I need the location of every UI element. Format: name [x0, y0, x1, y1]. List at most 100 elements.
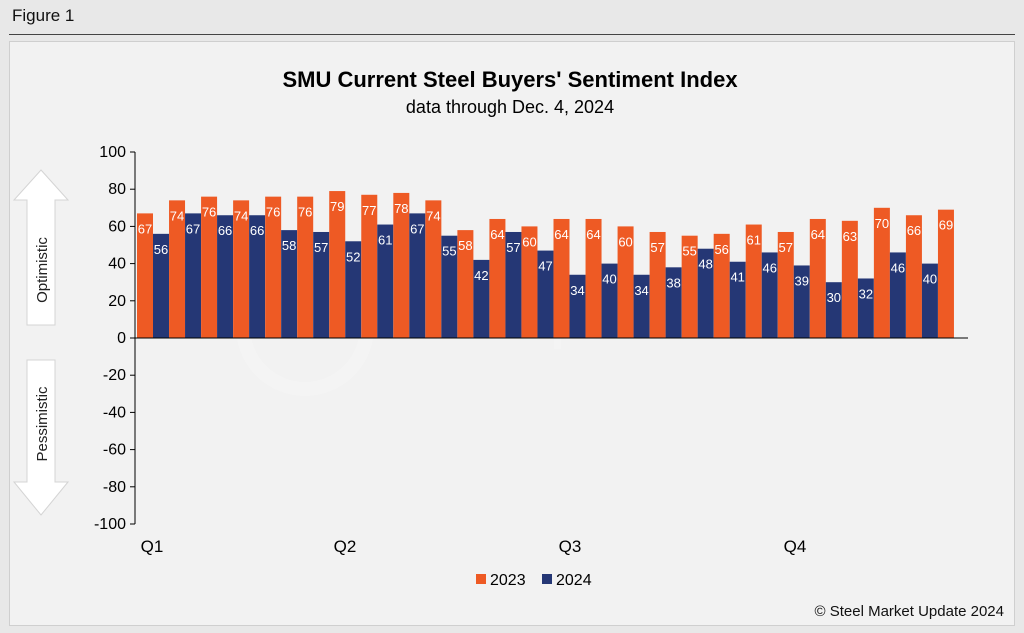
data-label-2023: 76 [266, 205, 280, 220]
bar-2024 [665, 267, 682, 338]
bar-2024 [505, 231, 522, 338]
optimistic-arrow-icon: Optimistic [12, 169, 70, 326]
bar-2023 [713, 233, 730, 338]
data-label-2024: 57 [314, 240, 328, 255]
data-label-2024: 48 [698, 257, 712, 272]
bar-2024 [217, 215, 234, 338]
data-label-2023: 60 [618, 234, 632, 249]
data-label-2024: 34 [634, 283, 648, 298]
bar-2024 [313, 231, 330, 338]
y-tick-label: -60 [103, 442, 126, 459]
data-label-2023: 64 [811, 227, 825, 242]
y-tick-label: 40 [108, 256, 126, 273]
data-label-2023: 64 [554, 227, 568, 242]
data-label-2023: 76 [298, 205, 312, 220]
bar-2024 [761, 252, 778, 338]
bar-2024 [153, 233, 169, 338]
data-label-2024: 57 [506, 240, 520, 255]
data-label-2023: 76 [202, 205, 216, 220]
bar-2023 [329, 191, 346, 338]
legend-swatch-2024 [542, 574, 552, 584]
data-label-2024: 56 [154, 242, 168, 257]
bar-2023 [201, 196, 218, 338]
x-axis: Q1 Q2 Q3 Q4 [135, 337, 968, 556]
data-label-2024: 41 [730, 270, 744, 285]
data-label-2024: 34 [570, 283, 584, 298]
bar-2024 [569, 274, 586, 338]
bar-2024 [825, 282, 842, 338]
bar-2024 [409, 213, 426, 338]
bar-2023 [649, 231, 666, 338]
data-label-2023: 61 [746, 233, 760, 248]
data-label-2023: 67 [138, 221, 152, 236]
bar-2024 [857, 278, 874, 338]
data-label-2023: 58 [458, 238, 472, 253]
y-tick-label: 0 [117, 330, 126, 347]
data-label-2023: 69 [939, 218, 953, 233]
data-label-2023: 64 [490, 227, 504, 242]
chart-title: SMU Current Steel Buyers' Sentiment Inde… [282, 67, 738, 92]
y-tick-label: -20 [103, 367, 126, 384]
legend-label-2023: 2023 [490, 572, 526, 589]
data-label-2024: 67 [410, 221, 424, 236]
data-label-2023: 55 [682, 244, 696, 259]
bar-2023 [489, 218, 506, 338]
bar-2023 [841, 220, 858, 338]
bar-2024 [697, 248, 714, 338]
data-label-2024: 32 [859, 286, 873, 301]
y-tick-label: -40 [103, 404, 126, 421]
bar-2024 [793, 265, 810, 338]
y-tick-label: 80 [108, 181, 126, 198]
chart-panel: SMU Current Steel Buyers' Sentiment Inde… [9, 41, 1015, 626]
quarter-label: Q4 [784, 537, 807, 556]
bar-2023 [937, 209, 954, 338]
data-label-2024: 52 [346, 249, 360, 264]
bar-2024 [473, 259, 490, 338]
legend: 2023 2024 [476, 572, 592, 589]
bar-2024 [185, 213, 202, 338]
y-tick-label: -80 [103, 479, 126, 496]
quarter-label: Q2 [334, 537, 357, 556]
bar-2024 [441, 235, 458, 338]
data-label-2024: 46 [891, 260, 905, 275]
data-label-2023: 74 [170, 208, 184, 223]
data-label-2024: 42 [474, 268, 488, 283]
bar-2023 [393, 192, 410, 338]
bar-2023 [745, 224, 762, 338]
data-label-2023: 60 [522, 234, 536, 249]
data-label-2023: 63 [843, 229, 857, 244]
data-label-2024: 30 [827, 290, 841, 305]
quarter-label: Q3 [559, 537, 582, 556]
bar-2023 [137, 213, 153, 338]
data-label-2023: 70 [875, 216, 889, 231]
chart-subtitle: data through Dec. 4, 2024 [406, 97, 614, 117]
bar-2023 [265, 196, 282, 338]
y-tick-label: -100 [94, 516, 126, 533]
chart-svg: SMU Current Steel Buyers' Sentiment Inde… [12, 67, 1005, 620]
data-label-2024: 55 [442, 244, 456, 259]
data-label-2023: 74 [426, 208, 440, 223]
data-label-2024: 38 [666, 275, 680, 290]
data-label-2024: 46 [762, 260, 776, 275]
bar-2023 [873, 207, 890, 338]
bar-2024 [601, 263, 618, 338]
pessimistic-arrow-icon: Pessimistic [12, 359, 70, 516]
bar-2023 [777, 231, 794, 338]
data-label-2024: 47 [538, 259, 552, 274]
data-label-2023: 56 [714, 242, 728, 257]
bar-2023 [521, 226, 538, 338]
data-label-2024: 58 [282, 238, 296, 253]
bar-2024 [345, 241, 362, 338]
data-label-2023: 79 [330, 199, 344, 214]
bars: 6756746776667466765876577952776178677455… [137, 191, 954, 338]
bar-2024 [377, 224, 394, 338]
copyright-text: © Steel Market Update 2024 [815, 603, 1005, 620]
data-label-2024: 40 [923, 272, 937, 287]
bar-2024 [729, 261, 746, 338]
bar-2023 [297, 196, 314, 338]
bar-2023 [361, 194, 378, 338]
bar-2024 [921, 263, 938, 338]
bar-2023 [809, 218, 826, 338]
y-tick-label: 20 [108, 293, 126, 310]
data-label-2024: 40 [602, 272, 616, 287]
